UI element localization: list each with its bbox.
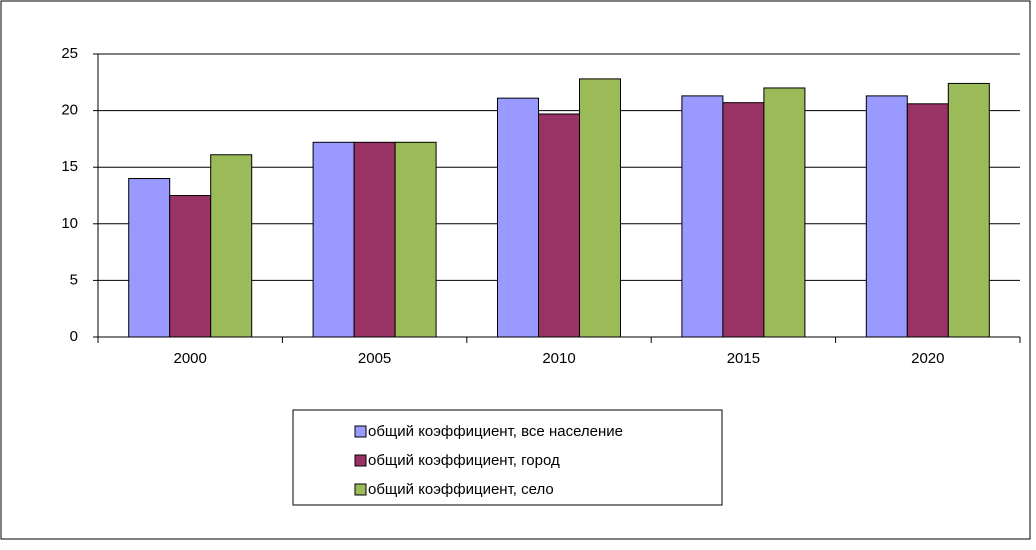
y-tick-label: 10 [61,215,78,232]
x-tick-label: 2020 [911,350,944,367]
x-tick-label: 2010 [542,350,575,367]
y-tick-label: 25 [61,45,78,62]
bar [312,141,355,338]
y-tick-label: 5 [70,271,78,288]
bar [947,82,990,338]
legend-label: общий коэффициент, город [368,452,560,469]
y-tick-label: 0 [70,328,78,345]
legend-label: общий коэффициент, все население [368,423,623,440]
legend-label: общий коэффициент, село [368,481,554,498]
x-tick-label: 2000 [174,350,207,367]
bar [169,195,212,338]
y-tick-label: 15 [61,158,78,175]
bar [722,102,765,338]
bar [538,113,580,338]
bar [353,141,396,338]
legend-swatch [354,483,367,496]
bar [497,97,539,338]
y-tick-label: 20 [61,102,78,119]
bar [210,154,253,338]
bar [906,103,949,338]
bar [579,78,621,338]
legend-swatch [354,454,367,467]
bar [865,95,908,338]
x-tick-label: 2015 [727,350,760,367]
bar [394,141,437,338]
legend-swatch [354,425,367,438]
bar [681,95,724,338]
bar [763,87,806,338]
bar [128,178,171,338]
x-tick-label: 2005 [358,350,391,367]
